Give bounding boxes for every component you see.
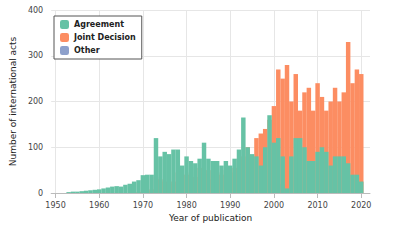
svg-text:Agreement: Agreement	[74, 20, 124, 29]
svg-text:400: 400	[28, 6, 43, 15]
svg-text:Joint Decision: Joint Decision	[73, 33, 136, 42]
svg-text:100: 100	[28, 143, 43, 152]
svg-text:2020: 2020	[351, 201, 371, 210]
svg-text:1990: 1990	[220, 201, 240, 210]
svg-text:1970: 1970	[133, 201, 153, 210]
svg-text:300: 300	[28, 51, 43, 60]
svg-text:1960: 1960	[89, 201, 109, 210]
svg-text:Number of international acts: Number of international acts	[8, 37, 18, 167]
svg-text:0: 0	[38, 189, 43, 198]
svg-text:2000: 2000	[264, 201, 284, 210]
svg-text:1980: 1980	[176, 201, 196, 210]
svg-text:1950: 1950	[45, 201, 65, 210]
svg-text:200: 200	[28, 97, 43, 106]
svg-text:2010: 2010	[307, 201, 327, 210]
svg-text:Year of publication: Year of publication	[168, 213, 252, 223]
svg-text:Other: Other	[74, 46, 100, 55]
